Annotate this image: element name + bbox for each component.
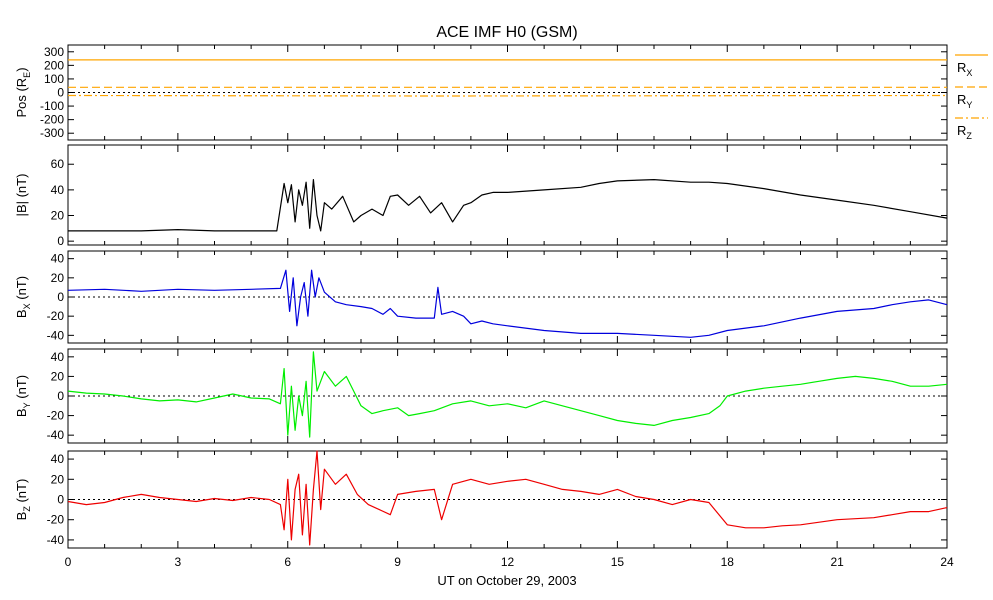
x-tick-label: 15 — [611, 555, 625, 569]
series-line-1 — [67, 351, 948, 438]
y-tick-label: -20 — [47, 513, 65, 527]
y-tick-label: 20 — [51, 369, 65, 383]
y-tick-label: 0 — [57, 493, 64, 507]
y-tick-label: 100 — [44, 72, 64, 86]
legend-label-3: RZ — [957, 123, 972, 141]
x-tick-label: 24 — [940, 555, 954, 569]
y-tick-label: -40 — [47, 428, 65, 442]
chart-title: ACE IMF H0 (GSM) — [436, 24, 577, 41]
y-tick-label: -20 — [47, 309, 65, 323]
y-axis-label: BX (nT) — [14, 276, 32, 318]
panel-2: 60 40 20 0 |B| (nT) — [14, 144, 948, 248]
y-tick-label: -200 — [40, 113, 64, 127]
y-tick-label: 200 — [44, 58, 64, 72]
y-tick-label: 40 — [51, 183, 65, 197]
y-tick-label: 20 — [51, 472, 65, 486]
y-axis-label: BZ (nT) — [14, 479, 32, 521]
y-tick-label: 20 — [51, 271, 65, 285]
y-axis-label: Pos (RE) — [14, 67, 32, 117]
panel-5: 40 20 0 -20 -40 BZ (nT) — [14, 450, 948, 549]
y-axis-label: BY (nT) — [14, 375, 32, 417]
legend-label-1: RX — [957, 60, 972, 78]
y-tick-label: 40 — [51, 452, 65, 466]
y-tick-label: 60 — [51, 157, 65, 171]
x-tick-label: 0 — [65, 555, 72, 569]
y-tick-label: -300 — [40, 126, 64, 140]
x-tick-label: 18 — [721, 555, 735, 569]
y-tick-label: -40 — [47, 328, 65, 342]
x-tick-label: 6 — [284, 555, 291, 569]
y-tick-label: 0 — [57, 290, 64, 304]
series-line-1 — [67, 450, 948, 546]
x-tick-label: 9 — [394, 555, 401, 569]
x-tick-label: 21 — [830, 555, 844, 569]
y-axis-label: |B| (nT) — [14, 174, 29, 217]
y-tick-label: 20 — [51, 209, 65, 223]
y-tick-label: -20 — [47, 409, 65, 423]
y-tick-label: 0 — [57, 389, 64, 403]
series-line-3 — [67, 94, 948, 97]
y-tick-label: 40 — [51, 252, 65, 266]
panel-4: 40 20 0 -20 -40 BY (nT) — [14, 348, 948, 444]
x-tick-label: 12 — [501, 555, 515, 569]
y-tick-label: 0 — [57, 234, 64, 248]
y-tick-label: 40 — [51, 350, 65, 364]
y-tick-label: 0 — [57, 86, 64, 100]
series-line-1 — [67, 269, 948, 338]
legend-label-2: RY — [957, 92, 972, 110]
x-axis-label: UT on October 29, 2003 — [437, 573, 576, 588]
y-tick-label: -40 — [47, 533, 65, 547]
y-tick-label: 300 — [44, 45, 64, 59]
y-tick-label: -100 — [40, 99, 64, 113]
series-line-1 — [68, 179, 948, 232]
panel-3: 40 20 0 -20 -40 BX (nT) — [14, 250, 948, 344]
x-tick-label: 3 — [175, 555, 182, 569]
